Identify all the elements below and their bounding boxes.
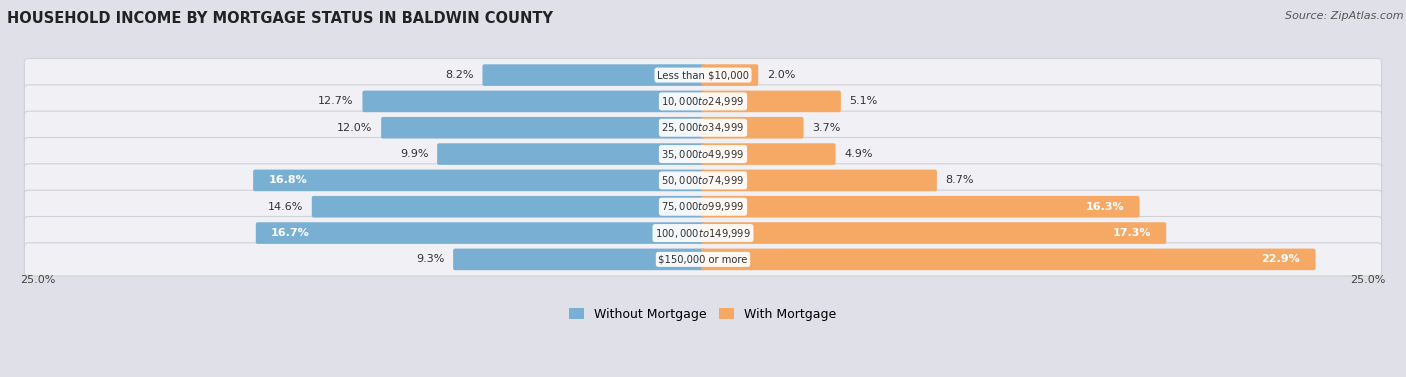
Text: $50,000 to $74,999: $50,000 to $74,999	[661, 174, 745, 187]
Text: 2.0%: 2.0%	[768, 70, 796, 80]
FancyBboxPatch shape	[702, 248, 1316, 270]
FancyBboxPatch shape	[24, 85, 1382, 118]
FancyBboxPatch shape	[24, 111, 1382, 144]
Text: 12.0%: 12.0%	[337, 123, 373, 133]
FancyBboxPatch shape	[24, 58, 1382, 92]
FancyBboxPatch shape	[24, 216, 1382, 250]
FancyBboxPatch shape	[256, 222, 704, 244]
Text: 4.9%: 4.9%	[845, 149, 873, 159]
FancyBboxPatch shape	[312, 196, 704, 218]
Text: 17.3%: 17.3%	[1112, 228, 1152, 238]
Legend: Without Mortgage, With Mortgage: Without Mortgage, With Mortgage	[564, 303, 842, 326]
Text: 16.8%: 16.8%	[269, 175, 307, 185]
Text: $25,000 to $34,999: $25,000 to $34,999	[661, 121, 745, 134]
Text: 22.9%: 22.9%	[1261, 254, 1301, 264]
FancyBboxPatch shape	[24, 138, 1382, 171]
Text: 3.7%: 3.7%	[813, 123, 841, 133]
Text: $75,000 to $99,999: $75,000 to $99,999	[661, 200, 745, 213]
FancyBboxPatch shape	[702, 196, 1139, 218]
Text: $100,000 to $149,999: $100,000 to $149,999	[655, 227, 751, 239]
FancyBboxPatch shape	[437, 143, 704, 165]
FancyBboxPatch shape	[702, 143, 835, 165]
Text: 8.2%: 8.2%	[446, 70, 474, 80]
Text: 12.7%: 12.7%	[318, 97, 354, 106]
FancyBboxPatch shape	[702, 170, 936, 191]
FancyBboxPatch shape	[453, 248, 704, 270]
Text: 9.9%: 9.9%	[399, 149, 429, 159]
Text: 8.7%: 8.7%	[946, 175, 974, 185]
FancyBboxPatch shape	[24, 190, 1382, 223]
Text: Source: ZipAtlas.com: Source: ZipAtlas.com	[1285, 11, 1403, 21]
Text: 14.6%: 14.6%	[267, 202, 304, 212]
FancyBboxPatch shape	[702, 117, 804, 138]
Text: HOUSEHOLD INCOME BY MORTGAGE STATUS IN BALDWIN COUNTY: HOUSEHOLD INCOME BY MORTGAGE STATUS IN B…	[7, 11, 553, 26]
Text: 25.0%: 25.0%	[20, 275, 56, 285]
Text: $10,000 to $24,999: $10,000 to $24,999	[661, 95, 745, 108]
Text: $150,000 or more: $150,000 or more	[658, 254, 748, 264]
FancyBboxPatch shape	[363, 90, 704, 112]
Text: 9.3%: 9.3%	[416, 254, 444, 264]
Text: $35,000 to $49,999: $35,000 to $49,999	[661, 147, 745, 161]
Text: 16.7%: 16.7%	[271, 228, 309, 238]
Text: Less than $10,000: Less than $10,000	[657, 70, 749, 80]
FancyBboxPatch shape	[702, 222, 1166, 244]
FancyBboxPatch shape	[702, 90, 841, 112]
FancyBboxPatch shape	[381, 117, 704, 138]
FancyBboxPatch shape	[24, 243, 1382, 276]
FancyBboxPatch shape	[482, 64, 704, 86]
Text: 25.0%: 25.0%	[1350, 275, 1386, 285]
Text: 5.1%: 5.1%	[849, 97, 877, 106]
FancyBboxPatch shape	[24, 164, 1382, 197]
FancyBboxPatch shape	[253, 170, 704, 191]
Text: 16.3%: 16.3%	[1085, 202, 1125, 212]
FancyBboxPatch shape	[702, 64, 758, 86]
